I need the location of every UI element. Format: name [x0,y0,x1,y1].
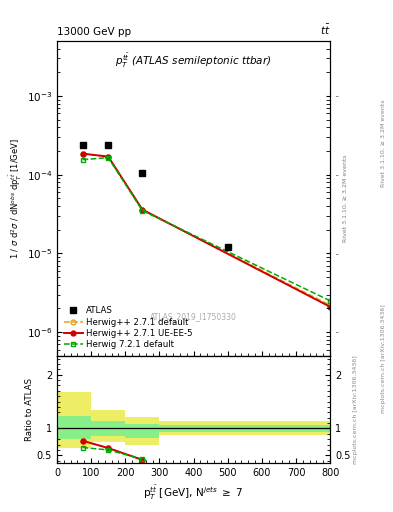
Y-axis label: mcplots.cern.ch [arXiv:1306.3436]: mcplots.cern.ch [arXiv:1306.3436] [353,355,358,464]
Herwig++ 2.7.1 UE-EE-5 [140,206,145,212]
Text: $t\bar{t}$: $t\bar{t}$ [320,23,330,37]
ATLAS [140,170,145,176]
Text: $p_T^{t\bar{t}}$ (ATLAS semileptonic ttbar): $p_T^{t\bar{t}}$ (ATLAS semileptonic ttb… [115,52,272,70]
Line: Herwig++ 2.7.1 default: Herwig++ 2.7.1 default [80,151,332,308]
Text: Rivet 3.1.10, ≥ 3.2M events: Rivet 3.1.10, ≥ 3.2M events [381,99,386,187]
Herwig++ 2.7.1 UE-EE-5 [328,304,332,310]
Y-axis label: Rivet 3.1.10, ≥ 3.2M events: Rivet 3.1.10, ≥ 3.2M events [343,155,348,242]
Herwig++ 2.7.1 default [140,206,145,212]
Herwig 7.2.1 default [328,298,332,304]
Herwig++ 2.7.1 UE-EE-5 [106,154,110,160]
ATLAS [106,142,110,148]
ATLAS [225,244,230,250]
Text: mcplots.cern.ch [arXiv:1306.3436]: mcplots.cern.ch [arXiv:1306.3436] [381,304,386,413]
Herwig++ 2.7.1 default [106,154,110,160]
Text: 13000 GeV pp: 13000 GeV pp [57,27,131,37]
Herwig++ 2.7.1 default [80,151,85,157]
Legend: ATLAS, Herwig++ 2.7.1 default, Herwig++ 2.7.1 UE-EE-5, Herwig 7.2.1 default: ATLAS, Herwig++ 2.7.1 default, Herwig++ … [61,304,195,352]
ATLAS [80,142,85,148]
Line: Herwig 7.2.1 default: Herwig 7.2.1 default [80,155,332,303]
Herwig++ 2.7.1 UE-EE-5 [80,151,85,157]
Y-axis label: Ratio to ATLAS: Ratio to ATLAS [25,378,34,441]
Text: ATLAS_2019_I1750330: ATLAS_2019_I1750330 [150,312,237,321]
Herwig 7.2.1 default [140,207,145,214]
Herwig 7.2.1 default [106,155,110,161]
Line: Herwig++ 2.7.1 UE-EE-5: Herwig++ 2.7.1 UE-EE-5 [80,151,332,309]
X-axis label: p$^{t\bar{t}}_T$ [GeV], N$^{jets}$ $\geq$ 7: p$^{t\bar{t}}_T$ [GeV], N$^{jets}$ $\geq… [143,484,244,502]
Line: ATLAS: ATLAS [79,141,231,251]
Herwig++ 2.7.1 default [328,302,332,308]
Herwig 7.2.1 default [80,157,85,163]
Y-axis label: 1 / $\sigma$ d$^2\sigma$ / dN$^{obs}$ dp$^{t\bar{t}}_T$ [1/GeV]: 1 / $\sigma$ d$^2\sigma$ / dN$^{obs}$ dp… [7,138,24,259]
